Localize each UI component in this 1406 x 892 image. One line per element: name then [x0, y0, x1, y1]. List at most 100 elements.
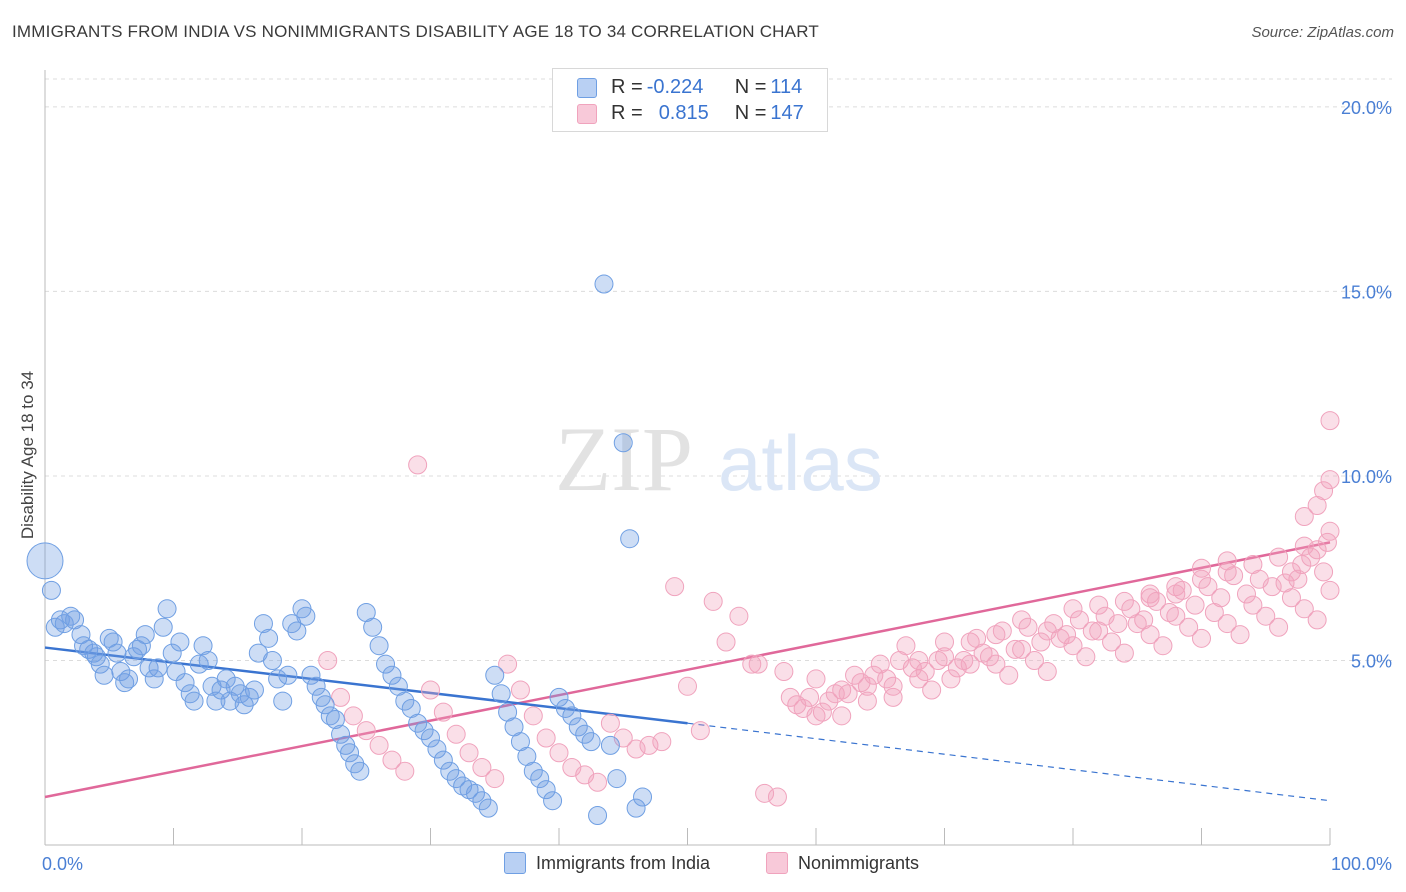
- data-point: [485, 769, 505, 789]
- data-point: [296, 606, 316, 626]
- data-point: [61, 606, 81, 626]
- data-point: [600, 713, 620, 733]
- y-tick-label: 20.0%: [1341, 98, 1392, 118]
- legend-row-pink: R = 0.815 N = 147: [577, 102, 804, 125]
- data-point: [600, 735, 620, 755]
- bottom-legend-immigrants: Immigrants from India: [504, 852, 710, 874]
- data-point: [1166, 606, 1186, 626]
- data-point: [491, 684, 511, 704]
- data-point: [613, 433, 633, 453]
- data-point: [1166, 577, 1186, 597]
- data-point: [748, 654, 768, 674]
- x-tick-label: 0.0%: [42, 854, 83, 874]
- data-point: [626, 798, 646, 818]
- trend-line-solid: [44, 646, 688, 725]
- data-point: [153, 617, 173, 637]
- legend-n-value: 147: [770, 102, 804, 124]
- data-point: [1281, 562, 1301, 582]
- data-point: [1095, 606, 1115, 626]
- data-point: [331, 687, 351, 707]
- trend-line-immigrants: [44, 646, 1331, 802]
- data-point: [568, 717, 588, 737]
- data-point: [742, 654, 762, 674]
- data-point: [986, 654, 1006, 674]
- data-point: [1314, 481, 1334, 501]
- data-point: [206, 691, 226, 711]
- data-point: [1172, 580, 1192, 600]
- axes: [44, 70, 1331, 846]
- data-point: [992, 621, 1012, 641]
- data-point: [331, 724, 351, 744]
- data-point: [1037, 621, 1057, 641]
- data-point: [287, 621, 307, 641]
- data-point: [340, 743, 360, 763]
- data-point: [1269, 617, 1289, 637]
- data-point: [433, 750, 453, 770]
- data-point: [1114, 643, 1134, 663]
- data-point: [1153, 636, 1173, 656]
- data-point: [1089, 595, 1109, 615]
- data-point: [1211, 588, 1231, 608]
- data-point: [549, 743, 569, 763]
- data-point: [1057, 625, 1077, 645]
- data-point: [1114, 591, 1134, 611]
- data-point: [1024, 650, 1044, 670]
- data-point: [1243, 595, 1263, 615]
- data-point: [755, 783, 775, 803]
- data-point: [819, 691, 839, 711]
- data-point: [806, 706, 826, 726]
- data-point: [774, 662, 794, 682]
- data-point: [498, 654, 518, 674]
- data-point: [523, 706, 543, 726]
- points-immigrants: [26, 274, 653, 825]
- data-point: [883, 687, 903, 707]
- data-point: [244, 680, 264, 700]
- data-point: [1269, 547, 1289, 567]
- data-point: [1005, 639, 1025, 659]
- data-point: [395, 691, 415, 711]
- data-point: [1294, 536, 1314, 556]
- legend-r-label: R =: [611, 76, 643, 98]
- data-point: [678, 676, 697, 696]
- data-point: [1307, 610, 1327, 630]
- data-point: [273, 691, 293, 711]
- data-point: [54, 614, 74, 634]
- data-point: [877, 669, 897, 689]
- data-point: [128, 639, 148, 659]
- data-point: [175, 673, 195, 693]
- data-point: [1217, 614, 1237, 634]
- data-point: [960, 632, 980, 652]
- data-point: [1044, 614, 1064, 634]
- data-point: [575, 724, 595, 744]
- data-point: [220, 691, 240, 711]
- data-point: [716, 632, 736, 652]
- data-point: [162, 643, 182, 663]
- data-point: [780, 687, 800, 707]
- data-point: [306, 676, 326, 696]
- data-point: [909, 650, 929, 670]
- data-point: [278, 665, 298, 685]
- data-point: [536, 780, 556, 800]
- data-point: [523, 761, 543, 781]
- data-point: [1134, 610, 1154, 630]
- data-point: [1069, 610, 1089, 630]
- data-point: [536, 728, 556, 748]
- data-point: [395, 761, 415, 781]
- data-point: [465, 783, 485, 803]
- legend-row-blue: R = -0.224 N = 114: [577, 76, 802, 99]
- data-point: [1256, 606, 1276, 626]
- data-point: [170, 632, 190, 652]
- data-point: [857, 676, 877, 696]
- data-point: [459, 743, 479, 763]
- data-point: [90, 654, 110, 674]
- data-point: [446, 724, 466, 744]
- data-point: [99, 628, 119, 648]
- data-point: [421, 728, 440, 748]
- data-point: [111, 662, 131, 682]
- data-point: [119, 669, 139, 689]
- data-point: [767, 787, 787, 807]
- data-point: [806, 669, 826, 689]
- data-point: [41, 580, 61, 600]
- data-point: [1076, 647, 1096, 667]
- points-nonimmigrants: [318, 411, 1340, 807]
